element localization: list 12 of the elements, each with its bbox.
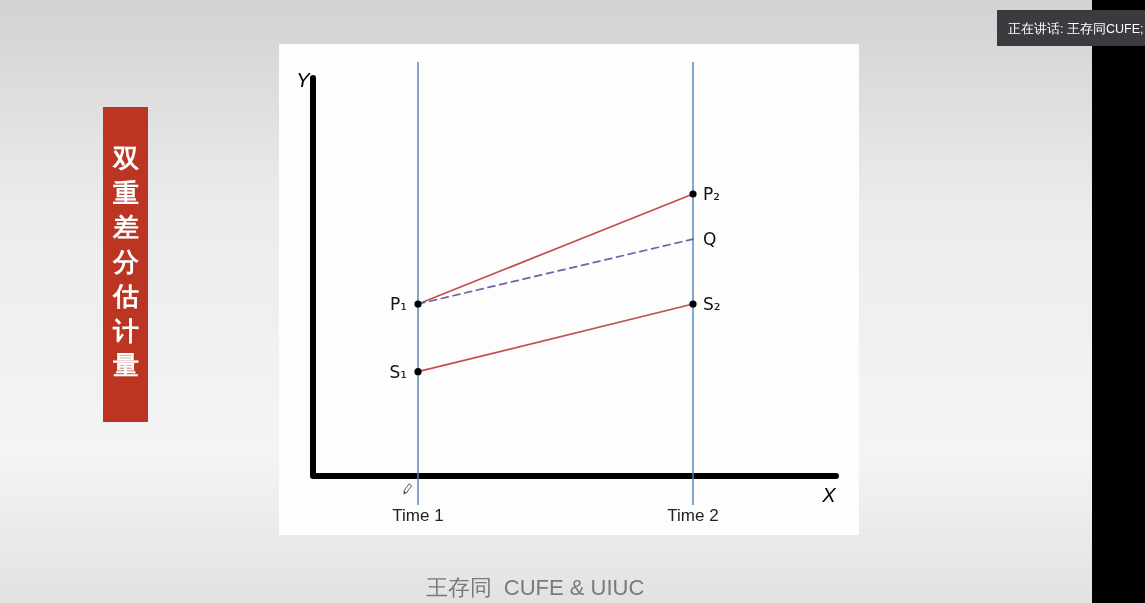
- text: 双重差分估计量: [111, 143, 140, 380]
- x-axis-title: X: [821, 484, 837, 506]
- annotation: S₂: [703, 293, 721, 314]
- annotation: Q: [703, 229, 717, 250]
- x-tick-label: Time 2: [667, 506, 719, 525]
- annotation: S₁: [389, 361, 407, 382]
- text: 王存同 CUFE & UIUC: [425, 575, 645, 600]
- annotation: P₁: [389, 293, 407, 314]
- x-tick-label: Time 1: [392, 506, 444, 525]
- text: Y: [296, 69, 312, 91]
- annotation: P₂: [703, 184, 721, 204]
- text: 正在讲话: 王存同CUFE;: [1008, 22, 1144, 36]
